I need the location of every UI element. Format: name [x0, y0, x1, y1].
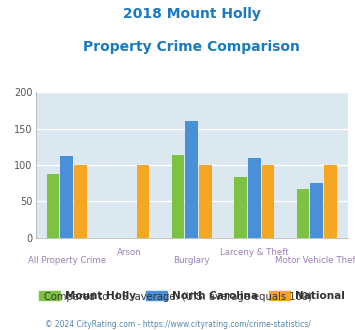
- Bar: [47, 175, 59, 238]
- Text: © 2024 CityRating.com - https://www.cityrating.com/crime-statistics/: © 2024 CityRating.com - https://www.city…: [45, 320, 310, 329]
- Bar: [185, 121, 198, 238]
- Bar: [296, 189, 309, 238]
- Bar: [74, 165, 87, 238]
- Legend: Mount Holly, North Carolina, National: Mount Holly, North Carolina, National: [35, 286, 349, 305]
- Bar: [310, 183, 323, 238]
- Bar: [199, 165, 212, 238]
- Bar: [171, 155, 184, 238]
- Bar: [234, 177, 247, 238]
- Bar: [137, 165, 149, 238]
- Text: 2018 Mount Holly: 2018 Mount Holly: [123, 7, 261, 20]
- Text: All Property Crime: All Property Crime: [28, 256, 106, 265]
- Bar: [60, 155, 73, 238]
- Text: Larceny & Theft: Larceny & Theft: [220, 248, 289, 257]
- Bar: [324, 165, 337, 238]
- Text: Arson: Arson: [117, 248, 142, 257]
- Text: Compared to U.S. average. (U.S. average equals 100): Compared to U.S. average. (U.S. average …: [44, 292, 311, 302]
- Text: Motor Vehicle Theft: Motor Vehicle Theft: [275, 256, 355, 265]
- Text: Property Crime Comparison: Property Crime Comparison: [83, 40, 300, 53]
- Text: Burglary: Burglary: [173, 256, 210, 265]
- Bar: [262, 165, 274, 238]
- Bar: [248, 158, 261, 238]
